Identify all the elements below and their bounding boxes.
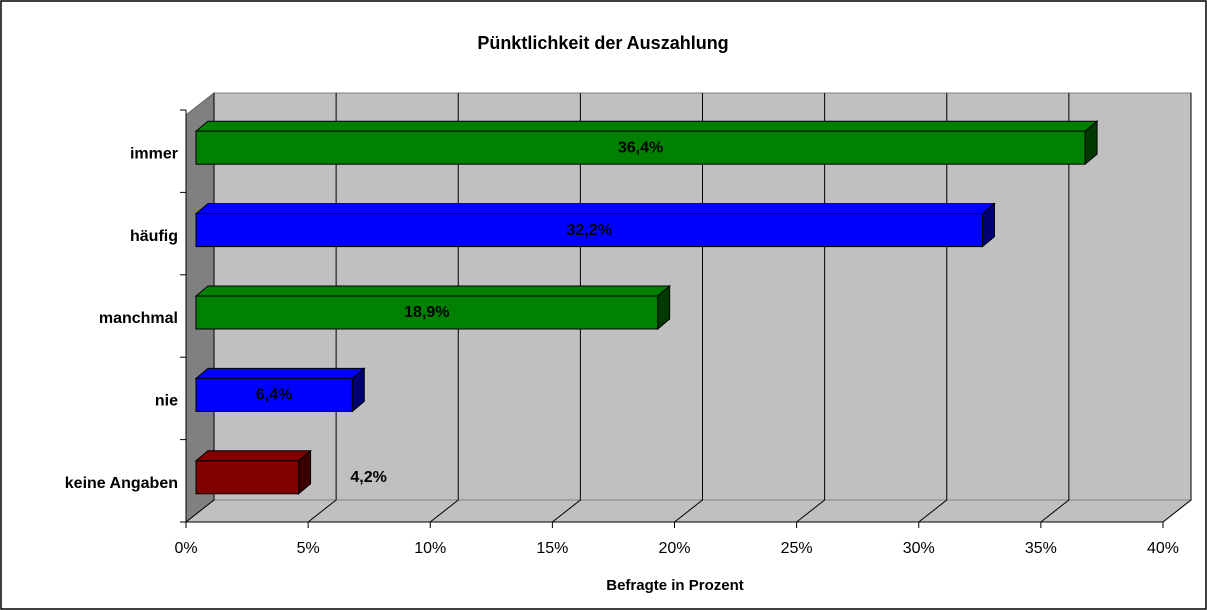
x-tick-label: 20% — [658, 540, 690, 557]
data-label: 32,2% — [567, 222, 612, 239]
chart-title: Pünktlichkeit der Auszahlung — [477, 33, 728, 53]
x-tick-label: 30% — [903, 540, 935, 557]
bar — [195, 213, 983, 248]
x-tick-label: 25% — [781, 540, 813, 557]
data-label: 18,9% — [404, 304, 449, 321]
x-tick-label: 10% — [414, 540, 446, 557]
bar — [195, 460, 300, 495]
x-tick-label: 5% — [297, 540, 320, 557]
bar — [195, 295, 659, 330]
data-label: 36,4% — [618, 139, 663, 156]
x-tick-label: 40% — [1147, 540, 1179, 557]
bar-top — [194, 120, 1099, 132]
data-label: 6,4% — [256, 387, 292, 404]
x-tick-label: 35% — [1025, 540, 1057, 557]
x-axis-title: Befragte in Prozent — [606, 577, 744, 594]
bar-top — [194, 367, 366, 379]
data-label: 4,2% — [350, 469, 386, 486]
category-label: nie — [155, 393, 178, 410]
category-label: manchmal — [99, 310, 178, 327]
bar — [195, 130, 1086, 165]
category-label: häufig — [130, 228, 178, 245]
bar — [195, 377, 353, 412]
grid-line — [1162, 93, 1192, 523]
bar-top — [194, 450, 312, 462]
category-label: keine Angaben — [65, 475, 178, 492]
x-tick-label: 15% — [536, 540, 568, 557]
grid-line — [1040, 93, 1070, 523]
bar-top — [194, 203, 996, 215]
category-label: immer — [130, 145, 178, 162]
x-tick-label: 0% — [174, 540, 197, 557]
bar-top — [194, 285, 672, 297]
